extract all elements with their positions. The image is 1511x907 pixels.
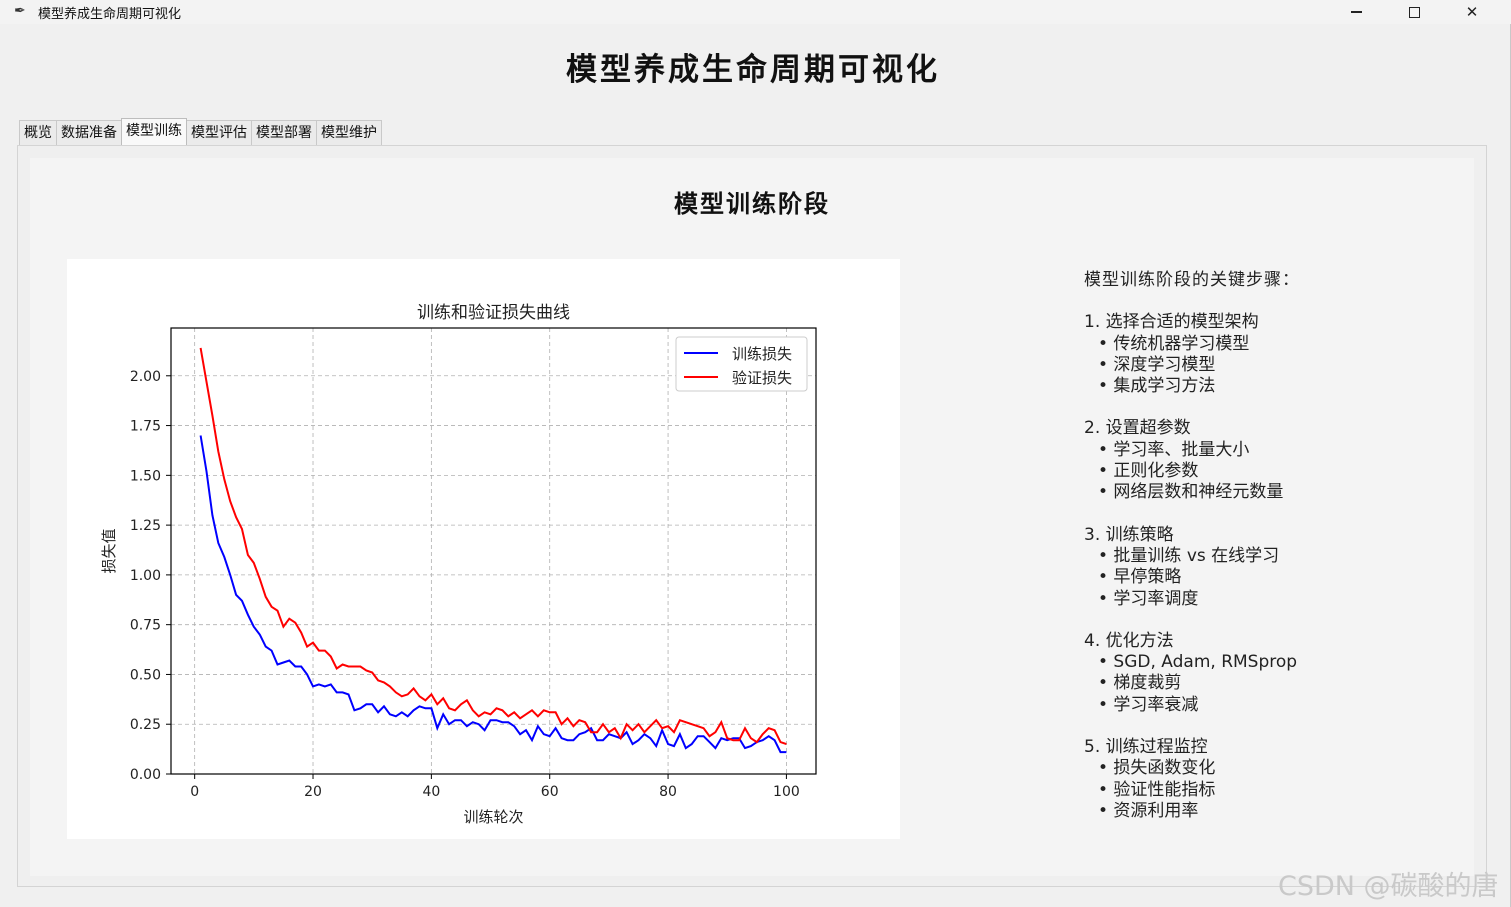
step-item: • 早停策略 bbox=[1098, 567, 1182, 588]
step-item: • 批量训练 vs 在线学习 bbox=[1098, 545, 1280, 566]
tab-model-maintenance[interactable]: 模型维护 bbox=[316, 120, 382, 146]
step-title: 1. 选择合适的模型架构 bbox=[1084, 312, 1259, 333]
x-tick-label: 80 bbox=[659, 784, 677, 800]
y-tick-label: 1.75 bbox=[130, 419, 161, 435]
key-steps-heading: 模型训练阶段的关键步骤： bbox=[1084, 270, 1300, 290]
tab-bar: 概览 数据准备 模型训练 模型评估 模型部署 模型维护 bbox=[19, 118, 382, 147]
watermark: CSDN @碳酸的唐 bbox=[1278, 871, 1499, 902]
minimize-icon bbox=[1350, 11, 1362, 13]
step-item: • 学习率调度 bbox=[1098, 588, 1199, 609]
tab-overview[interactable]: 概览 bbox=[19, 120, 57, 146]
legend-label: 训练损失 bbox=[732, 345, 792, 363]
y-axis-label: 损失值 bbox=[100, 528, 118, 573]
step-title: 3. 训练策略 bbox=[1084, 524, 1174, 545]
y-tick-label: 1.50 bbox=[130, 468, 161, 484]
step-item: • 传统机器学习模型 bbox=[1098, 333, 1250, 354]
panel-content: 模型训练阶段 0 20 40 60 80 100 0.00 0.25 0.50 0.75 1.00 1… bbox=[30, 158, 1474, 876]
page-title: 模型养成生命周期可视化 bbox=[566, 52, 940, 88]
x-axis-label: 训练轮次 bbox=[463, 808, 523, 826]
y-tick-label: 0.50 bbox=[130, 667, 161, 683]
step-item: • 深度学习模型 bbox=[1098, 354, 1216, 375]
y-tick-label: 1.00 bbox=[130, 568, 161, 584]
step-group: 2. 设置超参数 • 学习率、批量大小 • 正则化参数 • 网络层数和神经元数量 bbox=[1084, 418, 1464, 503]
y-tick-label: 2.00 bbox=[130, 369, 161, 385]
y-tick-label: 0.00 bbox=[130, 767, 161, 783]
x-tick-label: 60 bbox=[541, 784, 559, 800]
tab-panel: 模型训练阶段 0 20 40 60 80 100 0.00 0.25 0.50 0.75 1.00 1… bbox=[17, 145, 1487, 887]
tab-model-evaluation[interactable]: 模型评估 bbox=[186, 120, 252, 146]
chart-title: 训练和验证损失曲线 bbox=[417, 303, 570, 323]
step-item: • 损失函数变化 bbox=[1098, 758, 1216, 779]
step-item: • 正则化参数 bbox=[1098, 461, 1199, 482]
step-group: 3. 训练策略 • 批量训练 vs 在线学习 • 早停策略 • 学习率调度 bbox=[1084, 525, 1464, 610]
title-bar: ✒ 模型养成生命周期可视化 ✕ bbox=[0, 0, 1511, 24]
stage-title: 模型训练阶段 bbox=[674, 190, 830, 218]
step-title: 5. 训练过程监控 bbox=[1084, 737, 1208, 758]
step-item: • 资源利用率 bbox=[1098, 800, 1199, 821]
x-tick-label: 100 bbox=[773, 784, 800, 800]
step-group: 1. 选择合适的模型架构 • 传统机器学习模型 • 深度学习模型 • 集成学习方法 bbox=[1084, 312, 1464, 397]
key-steps-panel: 模型训练阶段的关键步骤： 1. 选择合适的模型架构 • 传统机器学习模型 • 深度学… bbox=[1084, 270, 1464, 843]
series-line-0 bbox=[199, 435, 787, 754]
plot-frame bbox=[170, 327, 817, 775]
loss-chart-svg: 0 20 40 60 80 100 0.00 0.25 0.50 0.75 1.00 1.25 1.50… bbox=[100, 303, 817, 826]
step-item: • 学习率、批量大小 bbox=[1098, 439, 1250, 460]
maximize-button[interactable] bbox=[1385, 0, 1443, 24]
close-button[interactable]: ✕ bbox=[1443, 0, 1501, 24]
step-group: 5. 训练过程监控 • 损失函数变化 • 验证性能指标 • 资源利用率 bbox=[1084, 737, 1464, 822]
close-icon: ✕ bbox=[1465, 3, 1479, 21]
tab-model-training[interactable]: 模型训练 bbox=[121, 118, 187, 147]
step-title: 2. 设置超参数 bbox=[1084, 418, 1191, 439]
y-tick-label: 0.25 bbox=[130, 717, 161, 733]
maximize-icon bbox=[1408, 6, 1420, 18]
minimize-button[interactable] bbox=[1327, 0, 1385, 24]
window-title: 模型养成生命周期可视化 bbox=[38, 7, 182, 22]
step-group: 4. 优化方法 • SGD, Adam, RMSprop • 梯度裁剪 • 学习率衰减 bbox=[1084, 631, 1464, 716]
series-line-1 bbox=[199, 347, 787, 746]
step-title: 4. 优化方法 bbox=[1084, 630, 1174, 651]
y-tick-label: 0.75 bbox=[130, 618, 161, 634]
x-tick-label: 20 bbox=[304, 784, 322, 800]
x-tick-label: 40 bbox=[422, 784, 440, 800]
legend-label: 验证损失 bbox=[732, 369, 792, 387]
x-tick-label: 0 bbox=[190, 784, 199, 800]
y-tick-label: 1.25 bbox=[130, 518, 161, 534]
step-item: • 验证性能指标 bbox=[1098, 779, 1216, 800]
loss-chart: 0 20 40 60 80 100 0.00 0.25 0.50 0.75 1.00 1.25 1.50… bbox=[67, 259, 900, 839]
tab-data-preparation[interactable]: 数据准备 bbox=[56, 120, 122, 146]
step-item: • 学习率衰减 bbox=[1098, 694, 1199, 715]
feather-icon: ✒ bbox=[14, 3, 26, 19]
step-item: • 集成学习方法 bbox=[1098, 376, 1216, 397]
step-item: • 网络层数和神经元数量 bbox=[1098, 482, 1284, 503]
step-item: • 梯度裁剪 bbox=[1098, 673, 1182, 694]
tab-model-deployment[interactable]: 模型部署 bbox=[251, 120, 317, 146]
step-item: • SGD, Adam, RMSprop bbox=[1098, 652, 1298, 673]
